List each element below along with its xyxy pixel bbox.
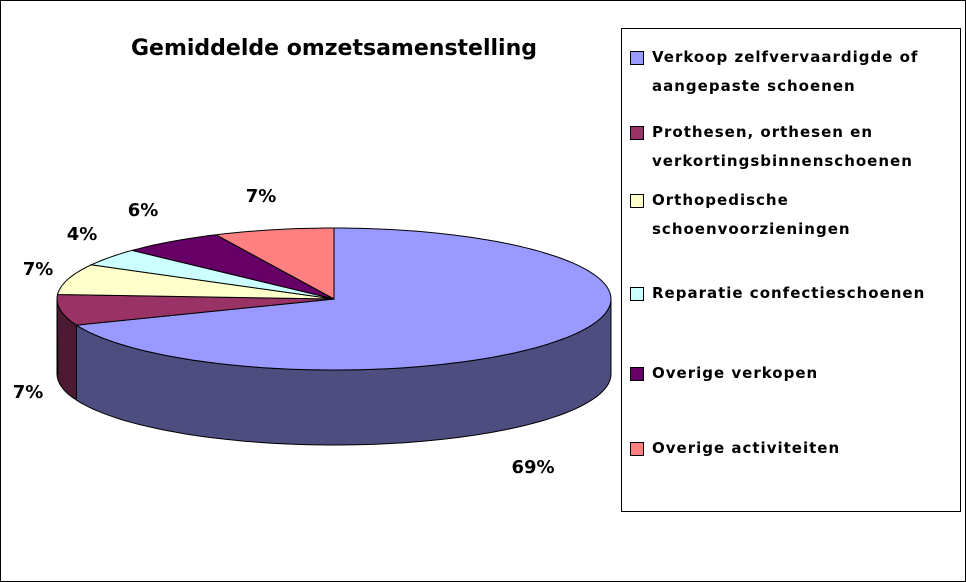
data-label: 7% bbox=[246, 186, 277, 207]
legend-label: Overige verkopen bbox=[652, 364, 819, 382]
legend-swatch bbox=[630, 287, 644, 301]
legend: Verkoop zelfvervaardigde of aangepaste s… bbox=[621, 28, 961, 512]
legend-swatch bbox=[630, 367, 644, 381]
legend-label: Prothesen, orthesen en verkortingsbinnen… bbox=[652, 123, 913, 170]
legend-swatch bbox=[630, 51, 644, 65]
legend-item: Verkoop zelfvervaardigde of aangepaste s… bbox=[630, 43, 965, 101]
slice bbox=[89, 249, 335, 300]
slice bbox=[75, 227, 612, 371]
slice bbox=[131, 234, 335, 300]
legend-item: Prothesen, orthesen en verkortingsbinnen… bbox=[630, 118, 965, 176]
legend-label: Orthopedische schoenvoorzieningen bbox=[652, 191, 851, 238]
legend-label: Overige activiteiten bbox=[652, 439, 841, 457]
data-label: 7% bbox=[23, 259, 54, 280]
data-label: 69% bbox=[511, 457, 554, 478]
data-label: 4% bbox=[67, 224, 98, 245]
legend-item: Reparatie confectieschoenen bbox=[630, 279, 965, 308]
legend-swatch bbox=[630, 126, 644, 140]
legend-item: Overige activiteiten bbox=[630, 434, 965, 463]
legend-label: Verkoop zelfvervaardigde of aangepaste s… bbox=[652, 48, 919, 95]
legend-swatch bbox=[630, 442, 644, 456]
legend-label: Reparatie confectieschoenen bbox=[652, 284, 926, 302]
chart-title: Gemiddelde omzetsamenstelling bbox=[131, 36, 537, 61]
slice bbox=[214, 227, 335, 300]
legend-swatch bbox=[630, 194, 644, 208]
legend-item: Overige verkopen bbox=[630, 359, 965, 388]
data-label: 7% bbox=[13, 382, 44, 403]
legend-item: Orthopedische schoenvoorzieningen bbox=[630, 186, 965, 244]
slice bbox=[56, 293, 335, 326]
data-label: 6% bbox=[128, 200, 159, 221]
slice-edge bbox=[56, 298, 59, 375]
slice bbox=[56, 264, 335, 300]
